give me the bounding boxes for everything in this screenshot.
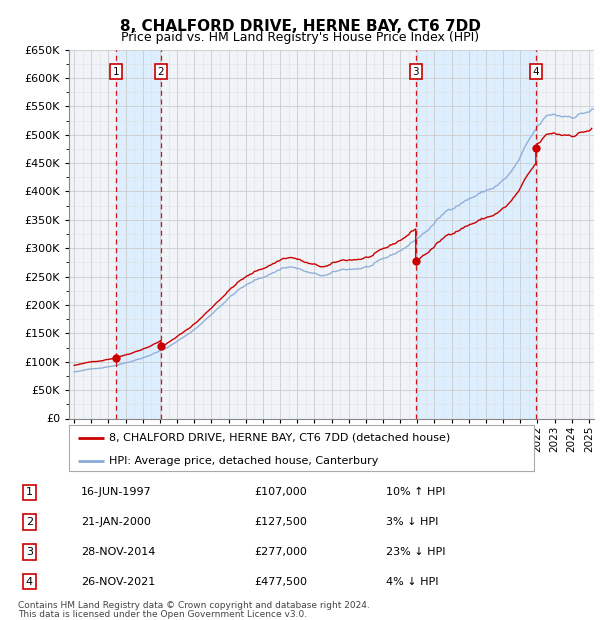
Text: 3% ↓ HPI: 3% ↓ HPI xyxy=(386,517,439,527)
Text: £107,000: £107,000 xyxy=(254,487,307,497)
Text: £127,500: £127,500 xyxy=(254,517,307,527)
Text: 3: 3 xyxy=(26,547,33,557)
Text: 8, CHALFORD DRIVE, HERNE BAY, CT6 7DD: 8, CHALFORD DRIVE, HERNE BAY, CT6 7DD xyxy=(119,19,481,33)
Text: 21-JAN-2000: 21-JAN-2000 xyxy=(81,517,151,527)
Text: £277,000: £277,000 xyxy=(254,547,307,557)
Text: This data is licensed under the Open Government Licence v3.0.: This data is licensed under the Open Gov… xyxy=(18,610,307,619)
Text: 23% ↓ HPI: 23% ↓ HPI xyxy=(386,547,446,557)
Text: 2: 2 xyxy=(157,67,164,77)
Text: 4: 4 xyxy=(26,577,33,587)
Text: 10% ↑ HPI: 10% ↑ HPI xyxy=(386,487,446,497)
Text: HPI: Average price, detached house, Canterbury: HPI: Average price, detached house, Cant… xyxy=(109,456,378,466)
Text: 16-JUN-1997: 16-JUN-1997 xyxy=(81,487,152,497)
Bar xyxy=(116,50,161,419)
Text: 1: 1 xyxy=(113,67,119,77)
Text: 4% ↓ HPI: 4% ↓ HPI xyxy=(386,577,439,587)
Text: 2: 2 xyxy=(26,517,33,527)
Text: 1: 1 xyxy=(26,487,33,497)
Text: Price paid vs. HM Land Registry's House Price Index (HPI): Price paid vs. HM Land Registry's House … xyxy=(121,31,479,44)
Text: 4: 4 xyxy=(533,67,539,77)
Text: 26-NOV-2021: 26-NOV-2021 xyxy=(81,577,155,587)
Text: £477,500: £477,500 xyxy=(254,577,307,587)
Text: 3: 3 xyxy=(412,67,419,77)
Bar xyxy=(416,50,536,419)
Text: 28-NOV-2014: 28-NOV-2014 xyxy=(81,547,155,557)
Text: 8, CHALFORD DRIVE, HERNE BAY, CT6 7DD (detached house): 8, CHALFORD DRIVE, HERNE BAY, CT6 7DD (d… xyxy=(109,433,450,443)
Text: Contains HM Land Registry data © Crown copyright and database right 2024.: Contains HM Land Registry data © Crown c… xyxy=(18,601,370,611)
